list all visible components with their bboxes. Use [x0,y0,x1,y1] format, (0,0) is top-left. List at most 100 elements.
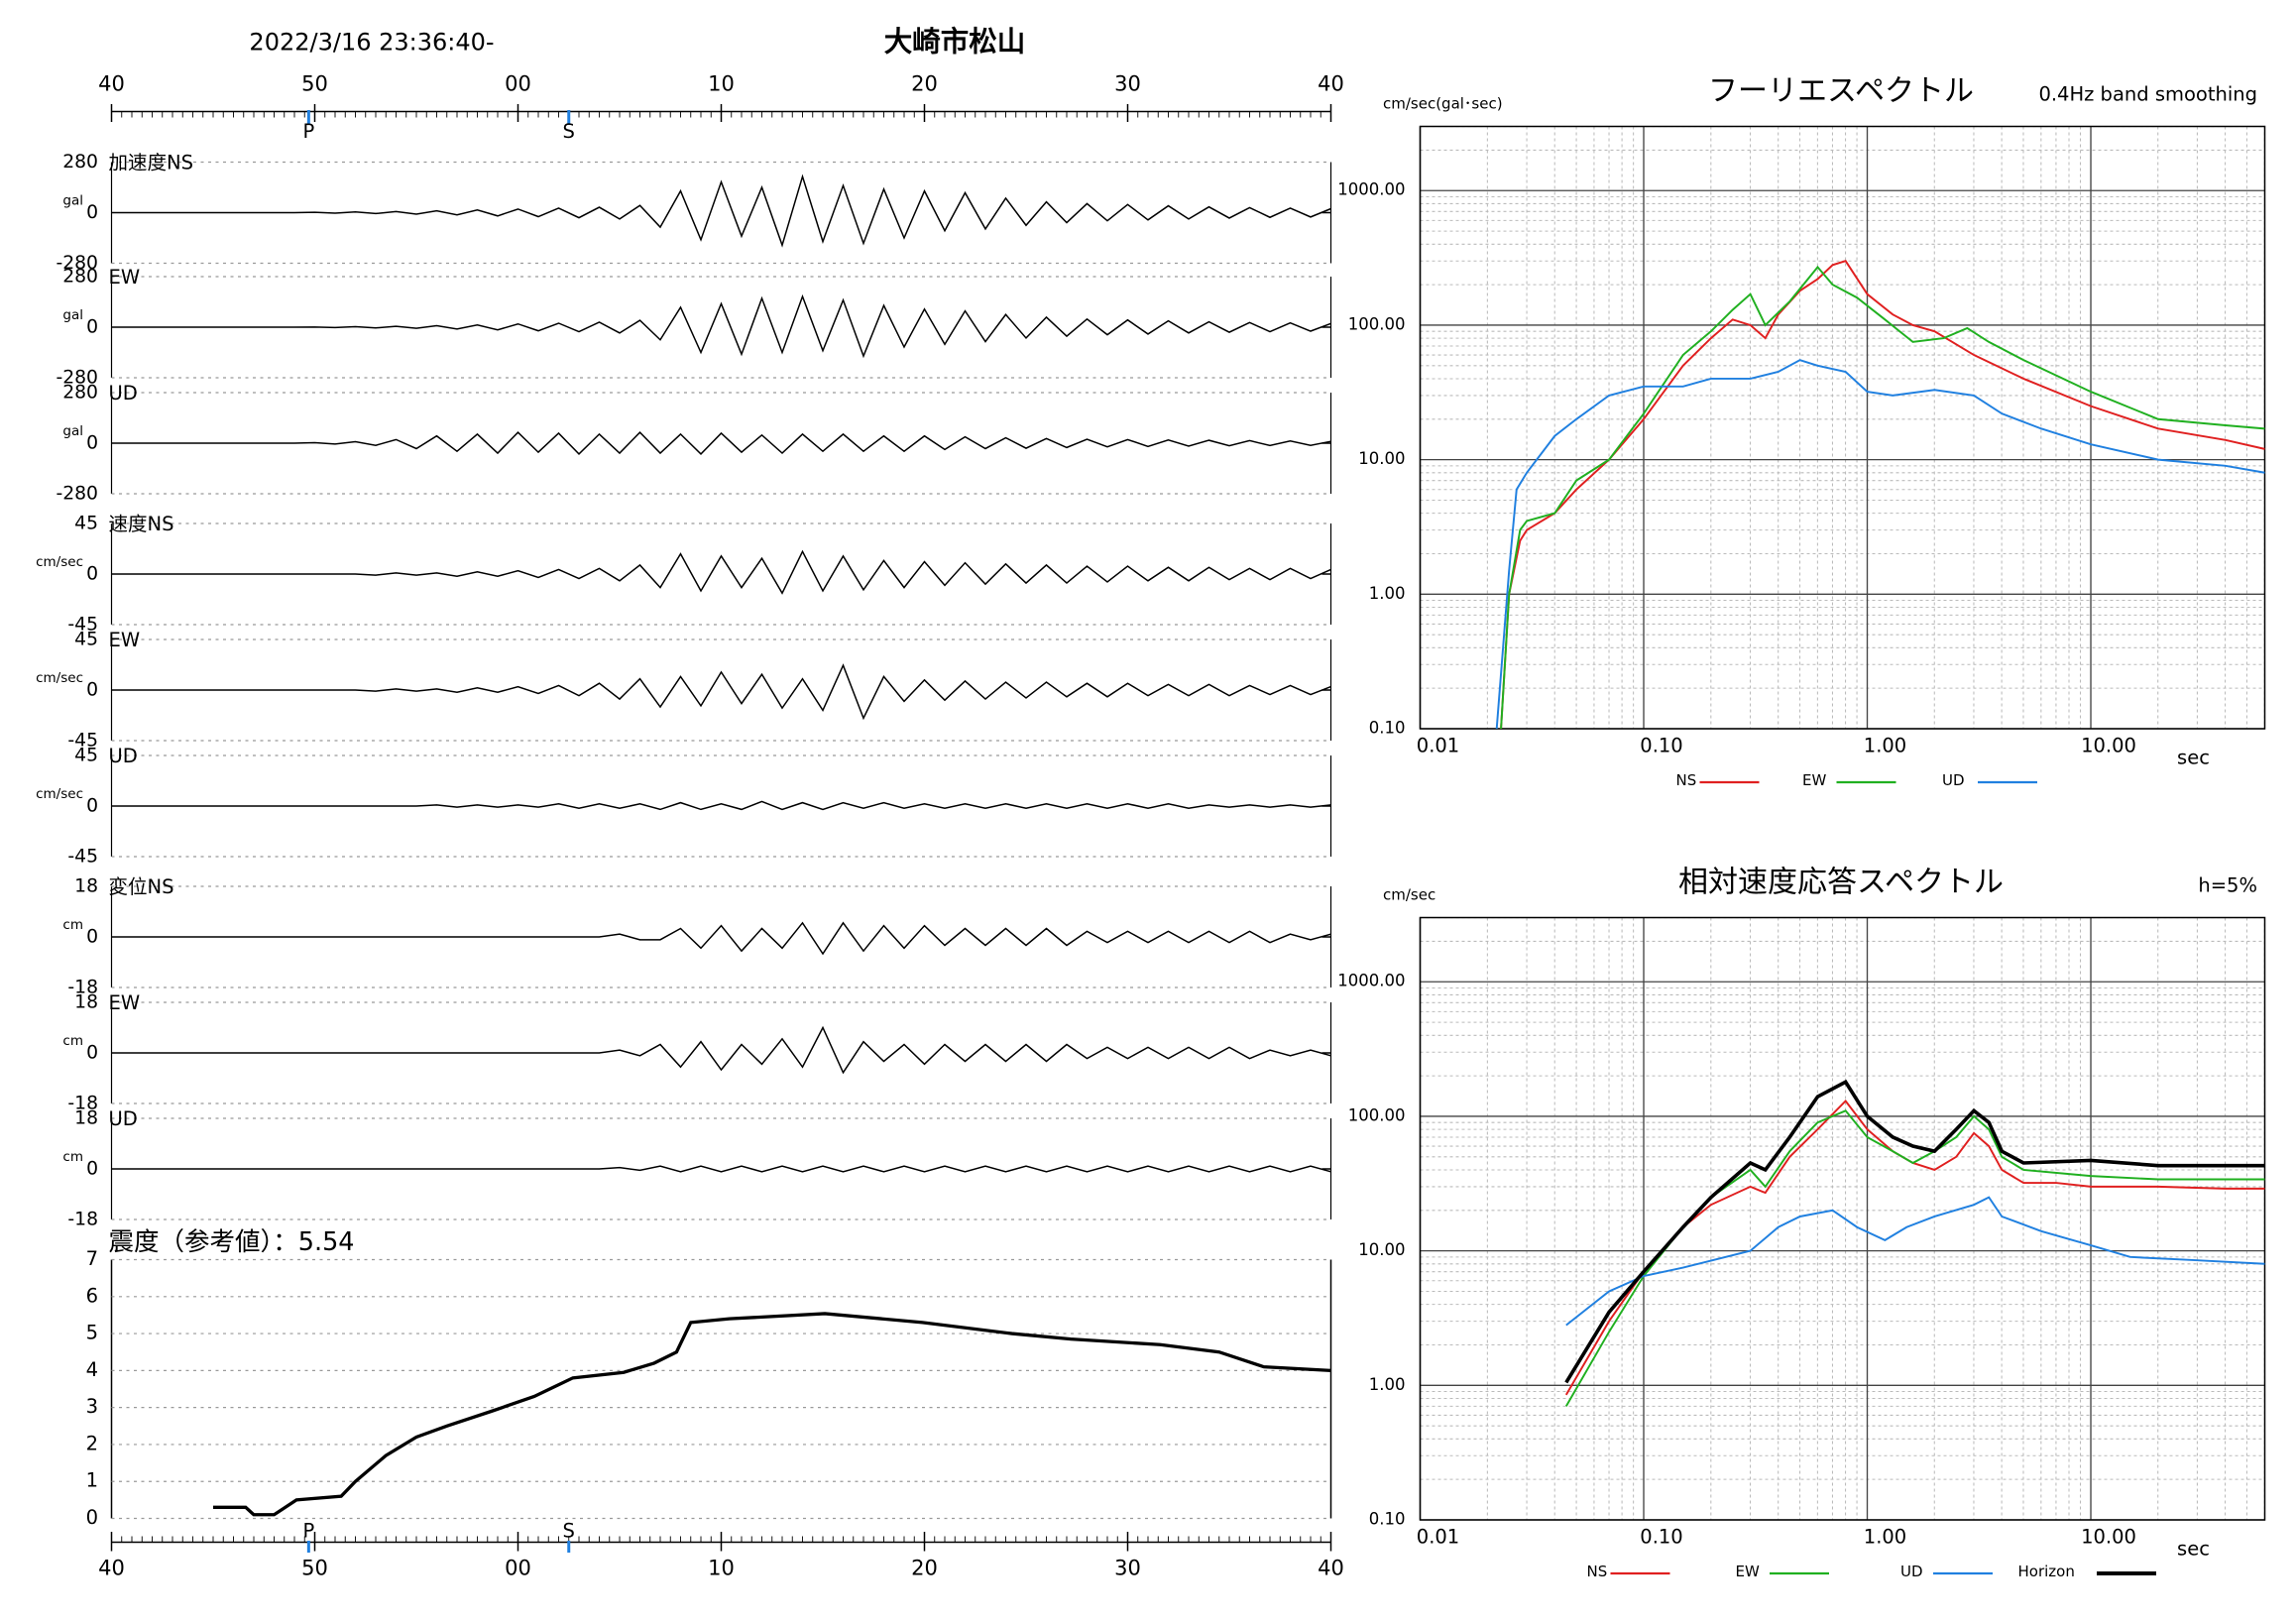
phase-marker-label: P [302,1520,314,1543]
record-time: 2022/3/16 23:36:40- [249,29,494,57]
x-tick-label: 00 [505,72,531,96]
spectrum-line [1564,1079,2265,1384]
y-tick-label: 0 [86,202,98,223]
y-tick-label: -45 [67,847,98,868]
y-tick-label: 1.00 [1369,1375,1406,1394]
legend-label: NS [1587,1563,1608,1580]
spectrum-title: 相対速度応答スペクトル [1678,866,2004,900]
y-tick-label: 1.00 [1369,584,1406,603]
x-tick-label: 10.00 [2081,1526,2136,1549]
y-tick-label: 0 [86,564,98,585]
trace-label: UD [109,745,138,767]
x-tick-label: 50 [301,72,328,96]
spectrum-line [1565,1196,2265,1327]
x-tick-label: 0.01 [1417,1526,1459,1549]
y-tick-label: -18 [67,1210,98,1230]
y-tick-label: 18 [74,992,98,1013]
trace-label: EW [109,629,141,651]
y-tick-label: 280 [62,267,98,288]
waveform [111,800,1331,811]
phase-marker-label: S [563,1520,575,1543]
phase-marker-label: S [563,120,575,143]
y-tick-label: 7 [86,1247,98,1270]
y-tick-label: 10.00 [1358,449,1405,468]
waveform [111,174,1331,248]
y-tick-label: 0 [86,433,98,454]
waveform [111,663,1331,721]
waveform [111,293,1331,359]
unit-label: cm/sec [36,670,83,686]
x-tick-label: 20 [911,1557,938,1580]
y-tick-label: -18 [67,1094,98,1114]
legend-label: UD [1942,771,1965,789]
x-axis-label: sec [2177,747,2210,769]
x-tick-label: 40 [1318,1557,1344,1580]
y-tick-label: 0 [86,680,98,701]
y-tick-label: 1000.00 [1337,972,1405,990]
unit-label: gal [62,193,83,209]
y-tick-label: 0 [86,1043,98,1064]
x-tick-label: 20 [911,72,938,96]
y-tick-label: 6 [86,1284,98,1307]
trace-label: EW [109,266,141,289]
y-tick-label: 45 [74,514,98,534]
x-tick-label: 0.01 [1417,735,1459,757]
x-tick-label: 40 [1318,72,1344,96]
y-tick-label: 5 [86,1322,98,1344]
x-tick-label: 30 [1114,72,1141,96]
y-tick-label: 280 [62,383,98,404]
y-tick-label: -280 [56,368,98,389]
y-tick-label: 18 [74,876,98,897]
spectrum-subtitle: 0.4Hz band smoothing [2038,83,2257,106]
x-tick-label: 0.10 [1640,735,1682,757]
x-axis-label: sec [2177,1538,2210,1561]
y-tick-label: 0 [86,927,98,948]
x-tick-label: 40 [98,72,125,96]
unit-label: cm [62,917,83,933]
y-tick-label: 0 [86,1159,98,1180]
unit-label: gal [62,423,83,439]
legend-label: Horizon [2018,1563,2075,1580]
waveform [111,1025,1331,1075]
y-tick-label: 100.00 [1348,1105,1406,1124]
y-tick-label: -280 [56,484,98,505]
trace-label: UD [109,1107,138,1130]
spectrum-subtitle: h=5% [2198,874,2257,897]
x-tick-label: 1.00 [1864,1526,1906,1549]
intensity-title: 震度（参考値）：5.54 [109,1227,355,1257]
spectrum-title: フーリエスペクトル [1708,74,1974,109]
x-tick-label: 10 [708,1557,735,1580]
spectrum-line [1495,359,2265,730]
plot-frame [1419,125,2266,730]
waveform [111,921,1331,956]
y-axis-label: cm/sec [1383,886,1435,904]
y-tick-label: 1000.00 [1337,180,1405,199]
y-tick-label: 4 [86,1358,98,1381]
unit-label: gal [62,307,83,323]
y-tick-label: 0 [86,317,98,338]
y-tick-label: 45 [74,630,98,650]
waveform [111,431,1331,455]
y-tick-label: -280 [56,253,98,274]
trace-label: UD [109,382,138,405]
x-tick-label: 50 [301,1557,328,1580]
trace-label: 変位NS [109,875,174,898]
y-tick-label: 3 [86,1395,98,1418]
legend-label: EW [1802,771,1826,789]
waveform [111,1165,1331,1173]
plot-frame [1419,916,2266,1521]
y-tick-label: 10.00 [1358,1240,1405,1259]
y-tick-label: -45 [67,731,98,752]
x-tick-label: 30 [1114,1557,1141,1580]
unit-label: cm [62,1149,83,1165]
y-axis-label: cm/sec(gal･sec) [1383,95,1503,113]
x-tick-label: 0.10 [1640,1526,1682,1549]
x-tick-label: 1.00 [1864,735,1906,757]
y-tick-label: 18 [74,1108,98,1129]
unit-label: cm/sec [36,554,83,570]
y-tick-label: 45 [74,746,98,766]
y-tick-label: 100.00 [1348,314,1406,333]
